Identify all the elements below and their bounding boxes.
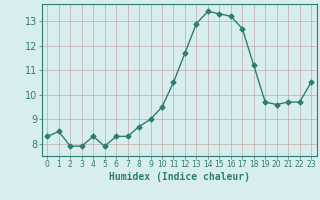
X-axis label: Humidex (Indice chaleur): Humidex (Indice chaleur): [109, 172, 250, 182]
